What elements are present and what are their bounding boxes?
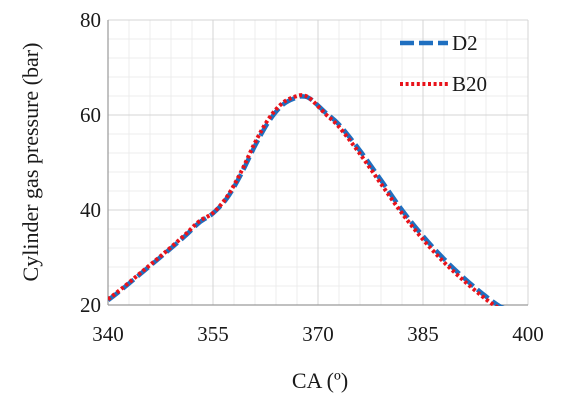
y-axis-tick-labels: 20 40 60 80	[80, 8, 101, 317]
y-axis-title: Cylinder gas pressure (bar)	[18, 43, 43, 282]
x-axis-tick-labels: 340 355 370 385 400	[92, 322, 544, 346]
y-tick-label: 40	[80, 198, 101, 222]
x-tick-label: 400	[512, 322, 544, 346]
y-tick-label: 60	[80, 103, 101, 127]
legend-label-b20: B20	[452, 72, 487, 96]
legend: D2 B20	[400, 31, 487, 96]
y-tick-label: 20	[80, 293, 101, 317]
x-tick-label: 370	[302, 322, 334, 346]
x-axis-title: CA (º)	[292, 368, 348, 393]
series-line-d2	[108, 94, 505, 306]
x-tick-label: 385	[407, 322, 439, 346]
legend-label-d2: D2	[452, 31, 478, 55]
x-tick-label: 355	[197, 322, 229, 346]
series-line-b20	[108, 93, 500, 306]
x-tick-label: 340	[92, 322, 124, 346]
plot-area	[107, 20, 528, 306]
y-tick-label: 80	[80, 8, 101, 32]
series-layer	[108, 93, 505, 306]
